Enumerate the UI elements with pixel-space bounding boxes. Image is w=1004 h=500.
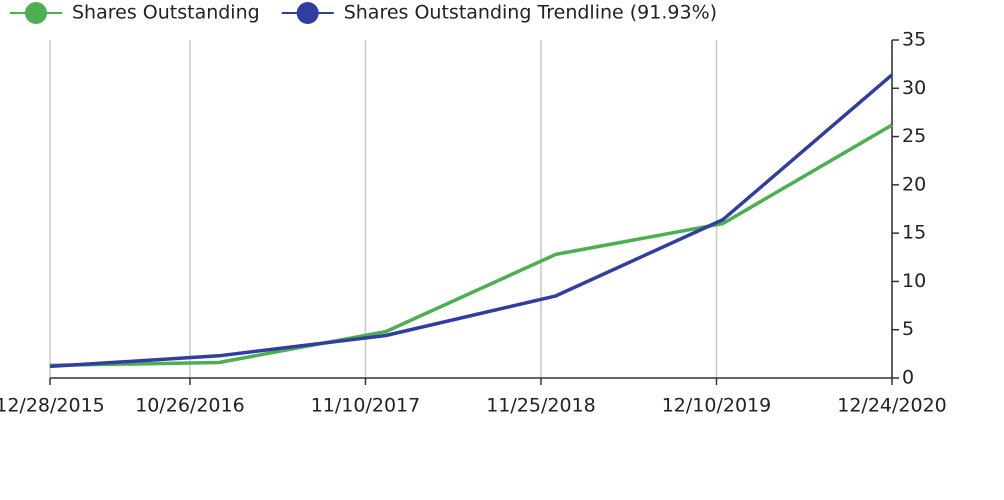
legend-label: Shares Outstanding (72, 2, 260, 24)
y-tick-label: 35 (902, 29, 926, 51)
x-tick-label: 12/28/2015 (0, 395, 105, 417)
y-tick-label: 30 (902, 77, 926, 99)
x-tick-label: 11/10/2017 (311, 395, 421, 417)
y-tick-label: 0 (902, 367, 914, 389)
series-line (49, 123, 893, 368)
series-line (49, 73, 894, 369)
x-tick-label: 10/26/2016 (135, 395, 245, 417)
x-tick-label: 11/25/2018 (486, 395, 596, 417)
y-tick-label: 15 (902, 222, 926, 244)
x-tick-label: 12/10/2019 (662, 395, 772, 417)
y-tick-label: 5 (902, 318, 914, 340)
x-tick-label: 12/24/2020 (837, 395, 947, 417)
legend-marker (25, 2, 47, 24)
y-tick-label: 20 (902, 173, 926, 195)
y-tick-label: 10 (902, 270, 926, 292)
legend-label: Shares Outstanding Trendline (91.93%) (344, 2, 717, 24)
legend-marker (296, 2, 319, 24)
y-tick-label: 25 (902, 125, 926, 147)
